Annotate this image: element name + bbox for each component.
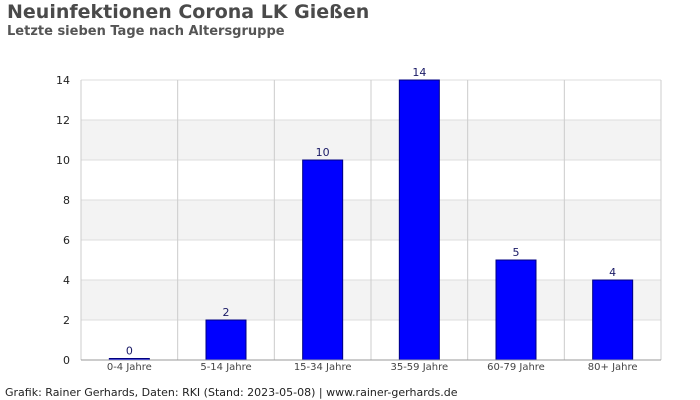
footer-credit: Grafik: Rainer Gerhards, Daten: RKI (Sta… (5, 386, 458, 399)
vertical-gridlines (80, 80, 662, 360)
bar (205, 319, 247, 361)
y-tick-label: 2 (63, 314, 70, 327)
chart-subtitle: Letzte sieben Tage nach Altersgruppe (7, 24, 285, 39)
x-tick-label: 5-14 Jahre (200, 362, 251, 373)
bar-value-label: 14 (412, 66, 426, 79)
y-tick-label: 0 (63, 354, 70, 367)
x-axis-ticks: 0-4 Jahre 5-14 Jahre 15-34 Jahre 35-59 Jahr… (107, 362, 638, 373)
y-tick-label: 12 (56, 114, 70, 127)
y-tick-label: 14 (56, 74, 70, 87)
x-tick-label: 35-59 Jahre (390, 362, 448, 373)
y-tick-label: 10 (56, 154, 70, 167)
bars (108, 79, 634, 361)
data-labels: 0 2 10 14 5 4 (126, 66, 616, 358)
bar-value-label: 2 (223, 306, 230, 319)
x-tick-label: 0-4 Jahre (107, 362, 152, 373)
chart-title: Neuinfektionen Corona LK Gießen (7, 1, 370, 23)
bar (302, 159, 344, 361)
bar (592, 279, 634, 361)
bar-value-label: 4 (609, 266, 616, 279)
bar (495, 259, 537, 361)
bar-value-label: 5 (513, 246, 520, 259)
x-tick-label: 80+ Jahre (588, 362, 638, 373)
x-tick-label: 15-34 Jahre (294, 362, 352, 373)
bar (398, 79, 440, 361)
y-tick-label: 4 (63, 274, 70, 287)
y-axis-ticks: 0 2 4 6 8 10 12 14 (56, 74, 70, 367)
y-tick-label: 8 (63, 194, 70, 207)
x-tick-label: 60-79 Jahre (487, 362, 545, 373)
bar-value-label: 10 (316, 146, 330, 159)
y-tick-label: 6 (63, 234, 70, 247)
bar-value-label: 0 (126, 345, 133, 358)
